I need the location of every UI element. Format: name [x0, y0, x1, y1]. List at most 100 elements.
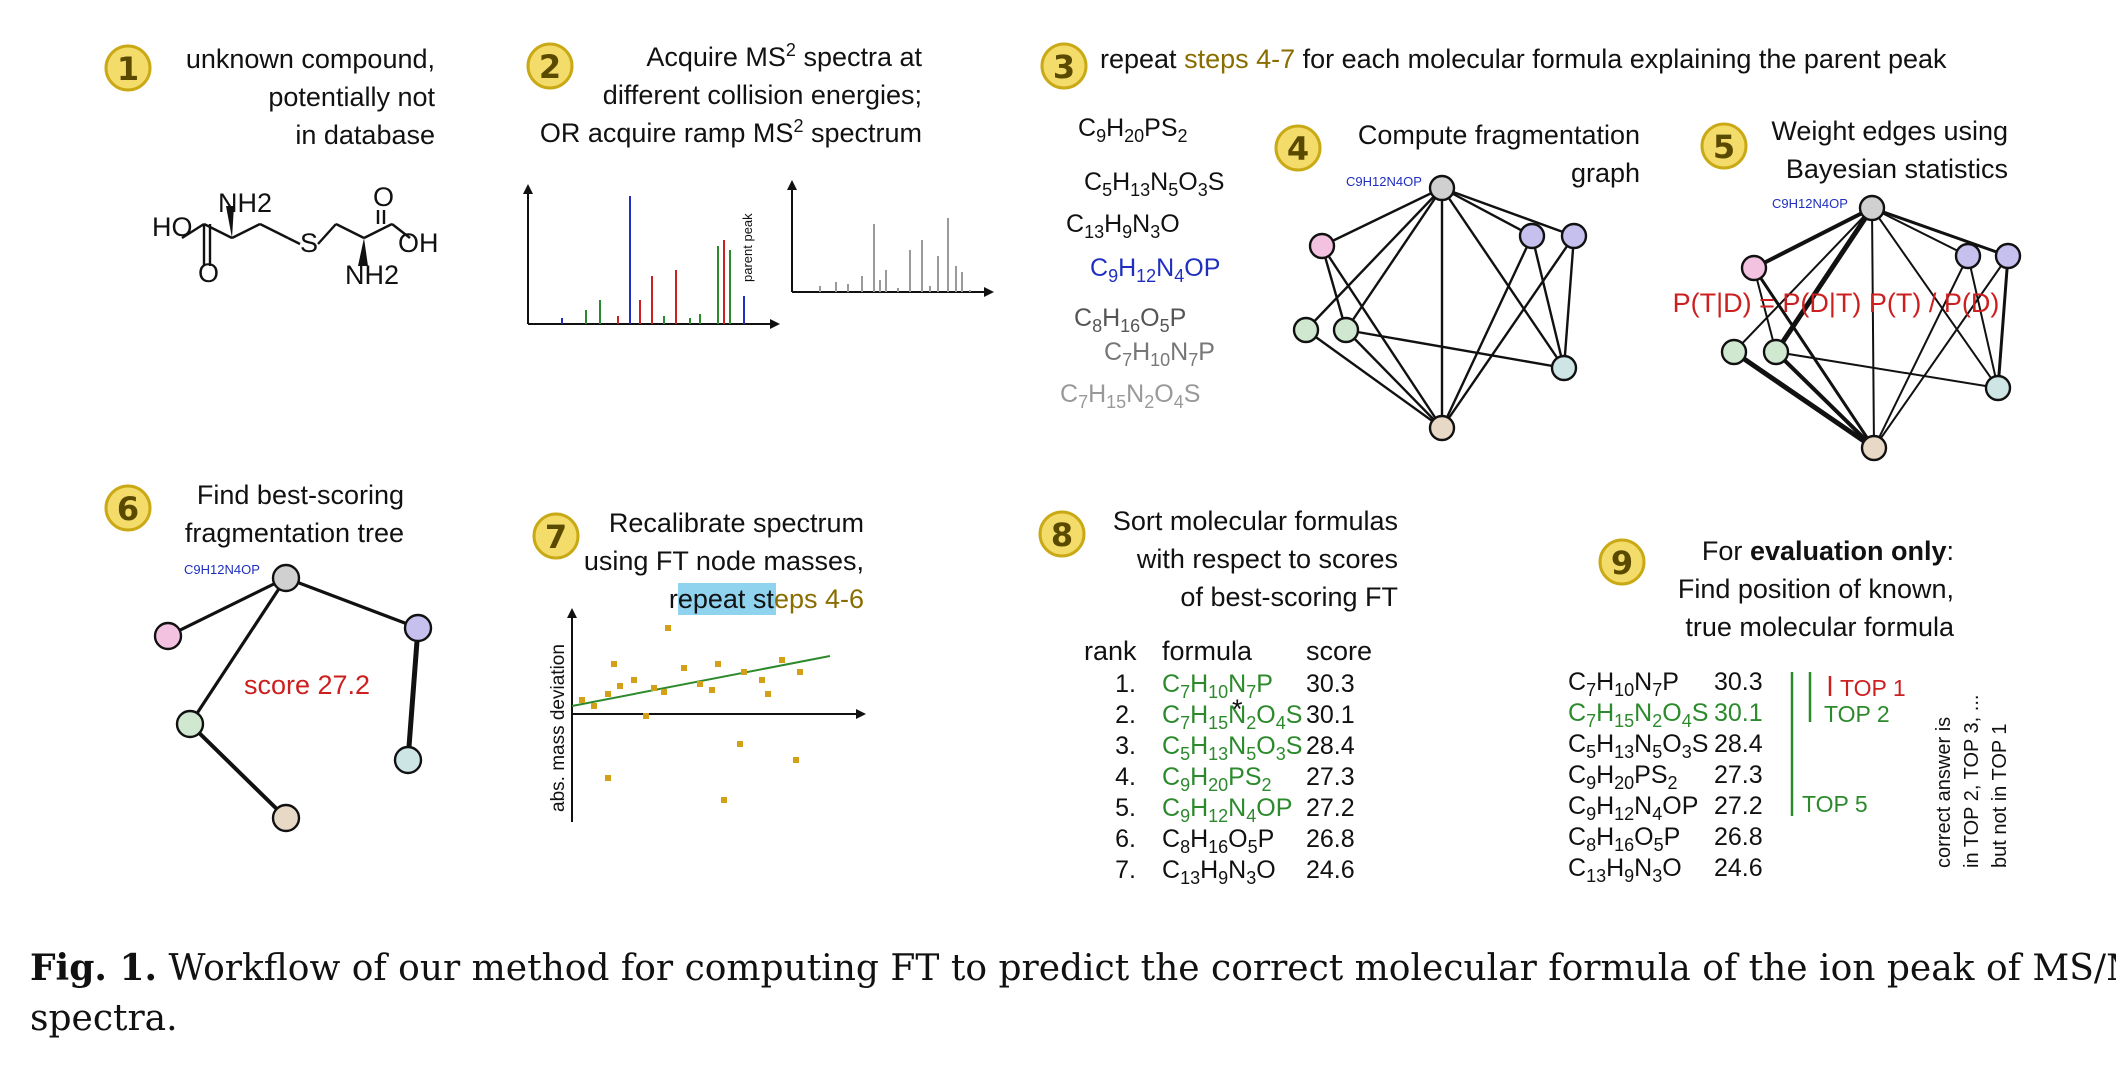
rank-cell: 3.: [1115, 732, 1136, 760]
graph-root-formula-tag: C9H12N4OP: [1346, 174, 1422, 189]
graph-node: [1518, 222, 1546, 250]
rank-header: rank: [1084, 636, 1137, 666]
deviation-point: [765, 691, 771, 697]
score-cell: 27.3: [1306, 763, 1355, 791]
graph-edge: [1871, 207, 1969, 257]
deviation-point: [793, 757, 799, 763]
rank-cell: 6.: [1115, 825, 1136, 853]
wedge-bond-2: [358, 238, 368, 266]
tree-node: [271, 803, 301, 833]
wedge-bond-1: [226, 206, 234, 238]
parent-peak-label: parent peak: [740, 213, 755, 282]
step-9-text-line2: Find position of known,: [1678, 574, 1954, 604]
step-8-panel: 8 Sort molecular formulas with respect t…: [1038, 506, 1398, 888]
deviation-point: [737, 741, 743, 747]
graph-node: [1740, 254, 1768, 282]
tree-edge: [405, 627, 421, 761]
step-3-number: 3: [1053, 48, 1075, 86]
step-1-panel: 1 unknown compound, potentially not in d…: [104, 44, 439, 290]
graph-edge: [1441, 186, 1533, 238]
formula-cell: C9H12N4OP: [1162, 794, 1292, 826]
graph-edge: [1441, 186, 1575, 238]
graph-edge: [1321, 186, 1443, 248]
graph-node: [1762, 338, 1790, 366]
spectrum-colored: parent peak: [523, 184, 780, 329]
eval-score-cell: 26.8: [1714, 823, 1763, 851]
step-2-number: 2: [539, 48, 561, 86]
eval-score-cell: 30.3: [1714, 668, 1763, 696]
candidate-formula-list: C9H20PS2 C5H13N5O3S C13H9N3O C9H12N4OP C8H16…: [1060, 114, 1224, 412]
figure-caption-line2: spectra.: [30, 998, 178, 1039]
atom-label-o-right: O: [373, 182, 394, 212]
graph-edge: [1440, 235, 1534, 429]
bayes-formula: P(T|D) = P(D|T) P(T) / P(D): [1673, 288, 2000, 318]
graph-node: [1994, 242, 2022, 270]
tree-edge: [188, 577, 288, 725]
deviation-point: [715, 661, 721, 667]
step-6-number: 6: [117, 490, 139, 528]
step-4-badge: [1274, 124, 1322, 172]
deviation-point: [697, 681, 703, 687]
step-6-text-line2: fragmentation tree: [185, 518, 404, 548]
graph-edge: [1753, 206, 1873, 270]
candidate-formula: C7H10N7P: [1104, 338, 1215, 370]
step-8-number: 8: [1051, 516, 1073, 554]
atom-label-nh2-bottom: NH2: [345, 260, 399, 290]
step-5-text-line2: Bayesian statistics: [1786, 154, 2008, 184]
step-7-number: 7: [545, 518, 567, 556]
atom-label-nh2-top: NH2: [218, 188, 272, 218]
tree-node: [403, 613, 433, 643]
step-1-text-line1: unknown compound,: [186, 44, 435, 74]
graph-edge: [1345, 187, 1443, 331]
deviation-point: [631, 677, 637, 683]
candidate-formula: C9H12N4OP: [1090, 254, 1220, 286]
step-3-badge: [1040, 42, 1088, 90]
formula-header: formula: [1162, 636, 1253, 666]
eval-note-line2: in TOP 2, TOP 3, ...: [1961, 695, 1983, 868]
step-9-number: 9: [1611, 544, 1633, 582]
graph-edge: [1320, 245, 1348, 331]
deviation-point: [617, 683, 623, 689]
eval-formula-cell: C13H9N3O: [1568, 854, 1682, 886]
tree-score: score 27.2: [244, 670, 370, 700]
graph-edge: [1773, 206, 1875, 354]
graph-edge: [1305, 329, 1443, 429]
molecule-structure: [181, 210, 411, 266]
step-7-badge: [532, 512, 580, 560]
step-3-text: repeat steps 4-7 for each molecular form…: [1100, 44, 1947, 74]
graph-edge: [1871, 206, 2009, 258]
graph-edge: [1530, 235, 1566, 369]
score-cell: 26.8: [1306, 825, 1355, 853]
formula-cell: C5H13N5O3S: [1162, 732, 1302, 764]
graph-node: [1308, 232, 1336, 260]
score-cell: 30.3: [1306, 670, 1355, 698]
eval-formula-cell: C7H15N2O4S: [1568, 699, 1708, 731]
candidate-formula: C7H15N2O4S: [1060, 380, 1200, 412]
tree-node: [175, 709, 205, 739]
graph-node: [1550, 354, 1578, 382]
score-cell: 30.1: [1306, 701, 1355, 729]
atom-label-s: S: [300, 228, 318, 258]
step-1-badge: [104, 44, 152, 92]
step-4-text-line2: graph: [1571, 158, 1640, 188]
score-cell: 24.6: [1306, 856, 1355, 884]
deviation-point: [681, 665, 687, 671]
step-6-badge: [104, 484, 152, 532]
weighted-fragmentation-graph: [1720, 194, 2022, 462]
correct-formula-marker: *: [1232, 694, 1243, 724]
eval-score-cell: 28.4: [1714, 730, 1763, 758]
step-9-text-line1: For evaluation only:: [1702, 536, 1954, 566]
score-header: score: [1306, 636, 1372, 666]
deviation-point: [721, 797, 727, 803]
deviation-point: [665, 625, 671, 631]
graph-edge: [1305, 187, 1443, 331]
candidate-formula: C13H9N3O: [1066, 210, 1180, 242]
step-5-badge: [1700, 122, 1748, 170]
graph-edge: [1967, 255, 1999, 389]
graph-edge: [1871, 207, 1875, 449]
step-7-panel: 7 Recalibrate spectrum using FT node mas…: [532, 508, 866, 822]
graph-edge: [1774, 350, 1876, 450]
deviation-point: [741, 669, 747, 675]
deviation-point: [709, 687, 715, 693]
